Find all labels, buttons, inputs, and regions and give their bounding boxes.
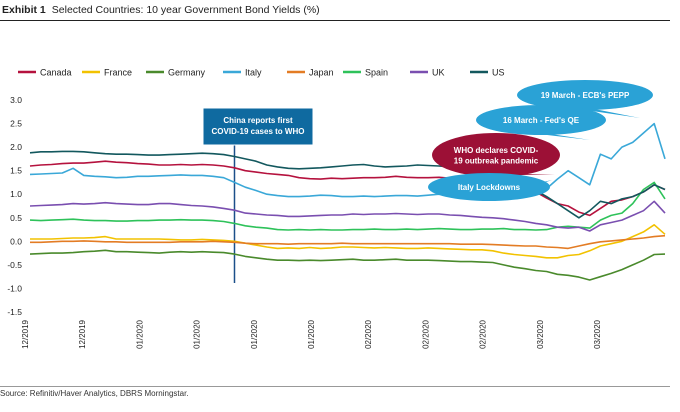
x-tick-label: 02/2020 — [479, 319, 488, 348]
china-callout-box — [202, 107, 314, 146]
x-tick-label: 01/2020 — [135, 319, 144, 348]
y-tick-label: -1.0 — [7, 283, 22, 293]
series-line-france — [30, 224, 666, 259]
legend-label-uk: UK — [432, 68, 445, 78]
source-note: Source: Refinitiv/Haver Analytics, DBRS … — [0, 386, 670, 398]
y-tick-label: -0.5 — [7, 260, 22, 270]
ecb-pepp-callout-bubble — [517, 80, 653, 110]
series-line-us — [29, 150, 666, 219]
exhibit-title: Selected Countries: 10 year Government B… — [51, 4, 320, 16]
china-callout-text: China reports first — [223, 116, 293, 125]
ecb-pepp-callout-pointer — [564, 107, 640, 118]
series-line-uk — [29, 200, 666, 232]
x-tick-label: 03/2020 — [536, 319, 545, 348]
legend-label-france: France — [104, 68, 132, 78]
who-pandemic-callout-text: WHO declares COVID- — [454, 146, 539, 155]
legend-label-japan: Japan — [309, 68, 334, 78]
x-tick-label: 01/2020 — [193, 319, 202, 348]
legend-label-italy: Italy — [245, 68, 262, 78]
legend-label-spain: Spain — [365, 68, 388, 78]
fed-qe-callout-bubble — [476, 105, 606, 135]
y-tick-label: 0.5 — [10, 213, 22, 223]
x-tick-label: 12/2019 — [78, 319, 87, 348]
china-callout-text: COVID-19 cases to WHO — [212, 127, 305, 136]
y-tick-label: 1.5 — [10, 166, 22, 176]
x-tick-label: 02/2020 — [364, 319, 373, 348]
x-tick-label: 12/2019 — [21, 319, 30, 348]
who-pandemic-callout-text: 19 outbreak pandemic — [454, 156, 539, 165]
legend-label-canada: Canada — [40, 68, 72, 78]
legend-label-germany: Germany — [168, 68, 206, 78]
exhibit-header: Exhibit 1 Selected Countries: 10 year Gov… — [0, 0, 670, 21]
who-pandemic-callout-bubble — [432, 133, 560, 177]
y-tick-label: 0.0 — [10, 236, 22, 246]
exhibit-label: Exhibit 1 — [2, 4, 46, 16]
legend-label-us: US — [492, 68, 505, 78]
x-tick-label: 03/2020 — [593, 319, 602, 348]
series-line-germany — [29, 249, 666, 281]
y-tick-label: 2.5 — [10, 119, 22, 129]
y-tick-label: 2.0 — [10, 142, 22, 152]
y-tick-label: 3.0 — [10, 95, 22, 105]
ecb-pepp-callout-text: 19 March - ECB's PEPP — [541, 91, 630, 100]
fed-qe-callout-text: 16 March - Fed's QE — [503, 116, 580, 125]
italy-lockdown-callout-text: Italy Lockdowns — [458, 183, 521, 192]
y-tick-label: -1.5 — [7, 307, 22, 317]
series-line-canada — [29, 160, 666, 217]
x-tick-label: 02/2020 — [421, 319, 430, 348]
x-tick-label: 01/2020 — [307, 319, 316, 348]
x-tick-label: 01/2020 — [250, 319, 259, 348]
series-line-italy — [29, 122, 666, 199]
series-line-japan — [30, 234, 666, 250]
italy-lockdown-callout-bubble — [428, 173, 550, 201]
y-tick-label: 1.0 — [10, 189, 22, 199]
